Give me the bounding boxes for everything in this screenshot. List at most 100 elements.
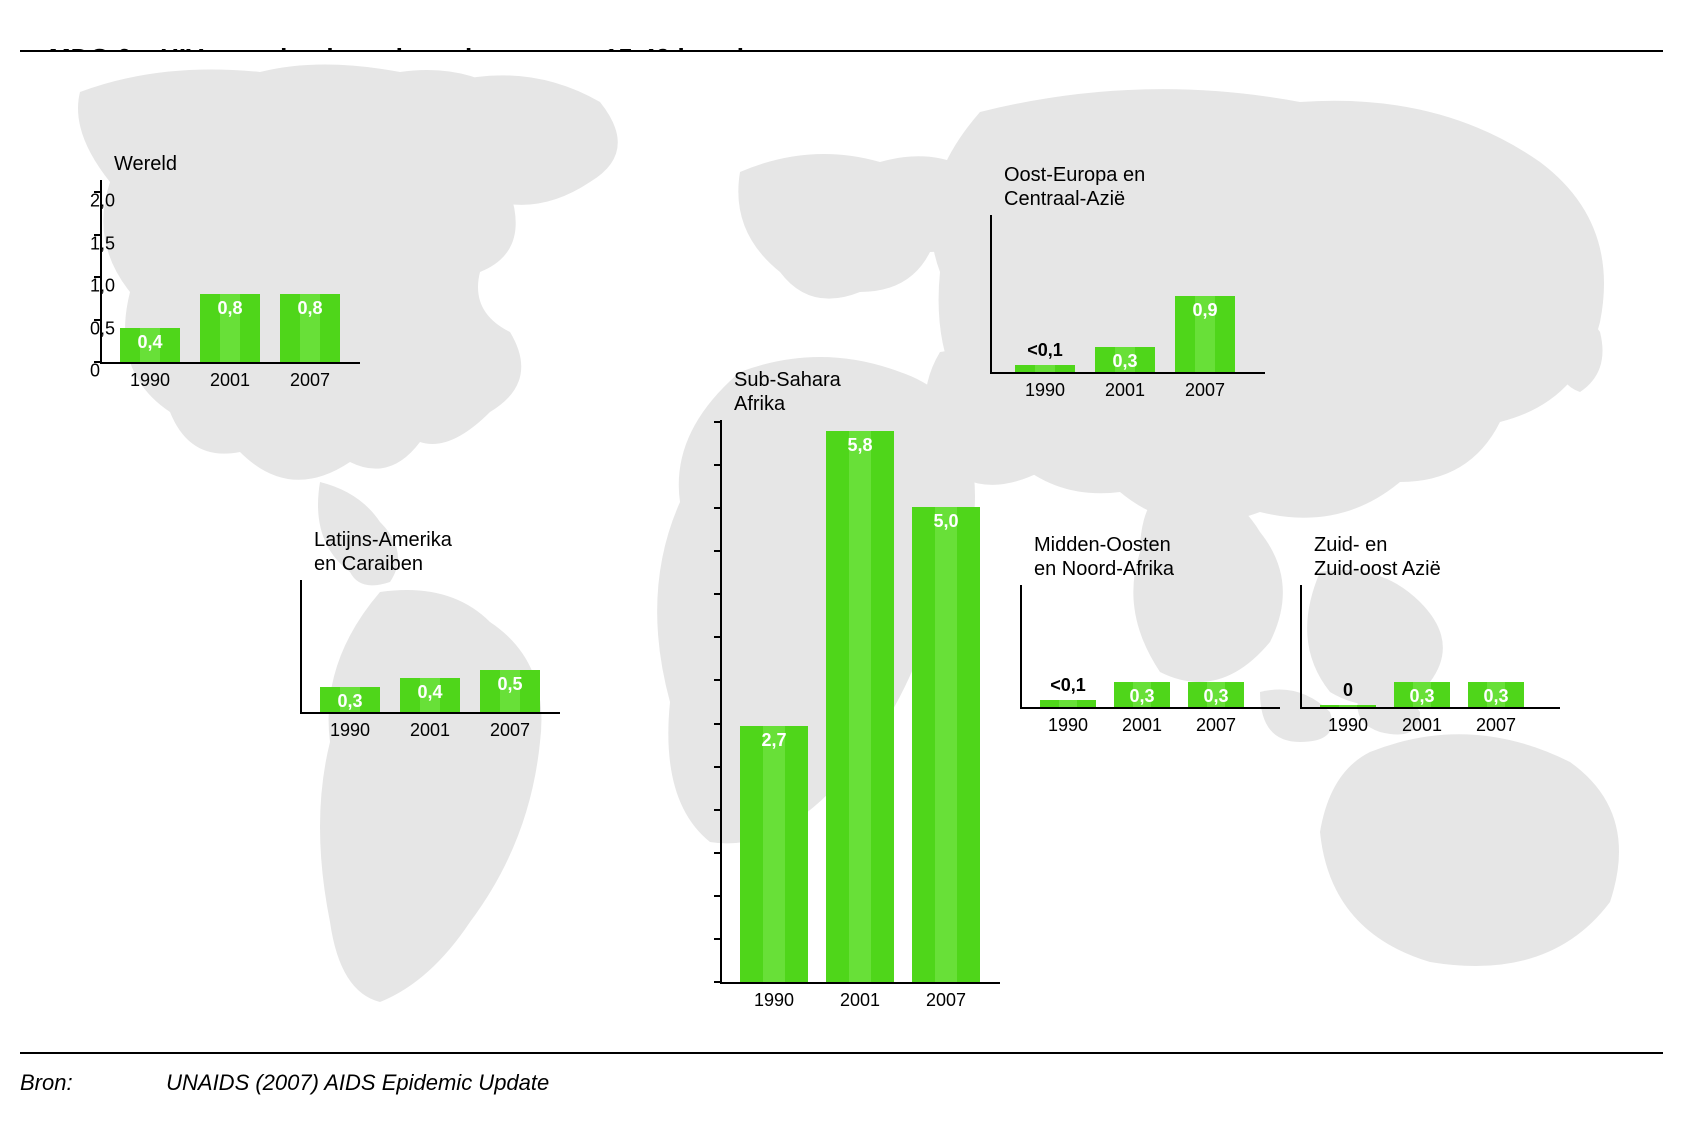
y-tick: [714, 938, 720, 940]
page: MDG 6 HIV prevalentie onder volwassenen …: [0, 0, 1683, 1136]
axis-y: [720, 420, 722, 982]
bar-xlabel: 2001: [410, 720, 450, 741]
bar-value: 0,5: [497, 674, 522, 695]
axis-x: [100, 362, 360, 364]
chart-latam: Latijns-Amerika en Caraiben0,319900,4200…: [300, 582, 560, 712]
chart-wereld: Wereld00,51,01,52,00,419900,820010,82007: [100, 182, 360, 362]
y-tick: [714, 895, 720, 897]
map-area: Wereld00,51,01,52,00,419900,820010,82007…: [20, 52, 1663, 1052]
bar-xlabel: 2007: [1196, 715, 1236, 736]
y-tick: [714, 636, 720, 638]
bar-value: 0,8: [297, 298, 322, 319]
bar-stripe: [935, 507, 957, 982]
bar-xlabel: 1990: [754, 990, 794, 1011]
bar-value: 0: [1343, 680, 1353, 701]
bar-xlabel: 2007: [1185, 380, 1225, 401]
bar-value: 0,3: [1112, 351, 1137, 372]
chart-ssa: Sub-Sahara Afrika2,719905,820015,02007: [720, 422, 1000, 982]
bar: 0,4: [120, 328, 180, 362]
chart-title: Midden-Oosten en Noord-Afrika: [1034, 533, 1174, 581]
y-tick: [714, 421, 720, 423]
bar-value: 2,7: [761, 730, 786, 751]
axis-x: [1020, 707, 1280, 709]
source-label: Bron:: [20, 1070, 160, 1096]
bar-value: 0,3: [1129, 686, 1154, 707]
bar-xlabel: 2001: [210, 370, 250, 391]
bar-xlabel: 1990: [1025, 380, 1065, 401]
bar-stripe: [763, 726, 785, 983]
bar: 0,3: [1114, 682, 1170, 708]
bar: <0,1: [1015, 365, 1075, 372]
bar: 0,8: [200, 294, 260, 362]
y-tick: [714, 809, 720, 811]
chart-eeca: Oost-Europa en Centraal-Azië<0,119900,32…: [990, 217, 1265, 372]
bar: 0,3: [1095, 347, 1155, 373]
bar-stripe: [1339, 705, 1357, 707]
y-tick: [714, 550, 720, 552]
axis-y: [1020, 585, 1022, 707]
bar-xlabel: 1990: [1328, 715, 1368, 736]
bottom-rule: [20, 1052, 1663, 1054]
bar-xlabel: 2007: [1476, 715, 1516, 736]
chart-title: Latijns-Amerika en Caraiben: [314, 528, 452, 576]
bar-value: 0,3: [1483, 686, 1508, 707]
axis-y: [300, 580, 302, 712]
bar: 0,3: [1468, 682, 1524, 708]
bar: 5,8: [826, 431, 894, 982]
y-tick: [714, 723, 720, 725]
bar-xlabel: 1990: [330, 720, 370, 741]
bar-xlabel: 2001: [840, 990, 880, 1011]
chart-title: Sub-Sahara Afrika: [734, 368, 841, 416]
y-tick: [714, 464, 720, 466]
bar-stripe: [849, 431, 871, 982]
bar: 0: [1320, 705, 1376, 707]
bar: 0,3: [320, 687, 380, 713]
bar-stripe: [1035, 365, 1055, 372]
bar-value: 0,8: [217, 298, 242, 319]
bar: 0,5: [480, 670, 540, 713]
bar-xlabel: 1990: [130, 370, 170, 391]
chart-title: Wereld: [114, 152, 177, 176]
bar-value: 0,3: [337, 691, 362, 712]
y-tick: [714, 852, 720, 854]
y-tick: [714, 679, 720, 681]
y-tick: [714, 766, 720, 768]
bar-value: 0,9: [1192, 300, 1217, 321]
bar-value: <0,1: [1027, 340, 1063, 361]
source-row: Bron: UNAIDS (2007) AIDS Epidemic Update: [20, 1070, 549, 1096]
y-tick: [714, 593, 720, 595]
bar-value: 0,4: [137, 332, 162, 353]
source-text: UNAIDS (2007) AIDS Epidemic Update: [166, 1070, 549, 1095]
bar-xlabel: 2007: [490, 720, 530, 741]
chart-mena: Midden-Oosten en Noord-Afrika<0,119900,3…: [1020, 587, 1280, 707]
bar: 2,7: [740, 726, 808, 983]
bar-stripe: [1059, 700, 1077, 707]
bar: 0,4: [400, 678, 460, 712]
bar-xlabel: 2007: [926, 990, 966, 1011]
bar-xlabel: 2001: [1122, 715, 1162, 736]
bar-value: 0,3: [1203, 686, 1228, 707]
bar: 0,3: [1188, 682, 1244, 708]
axis-x: [1300, 707, 1560, 709]
bar-xlabel: 2001: [1402, 715, 1442, 736]
bar-value: <0,1: [1050, 675, 1086, 696]
bar: 0,8: [280, 294, 340, 362]
bar-value: 5,8: [847, 435, 872, 456]
bar-xlabel: 2007: [290, 370, 330, 391]
bar-value: 5,0: [933, 511, 958, 532]
bar-value: 0,4: [417, 682, 442, 703]
bar-xlabel: 1990: [1048, 715, 1088, 736]
chart-title: Zuid- en Zuid-oost Azië: [1314, 533, 1441, 581]
chart-title: Oost-Europa en Centraal-Azië: [1004, 163, 1145, 211]
axis-x: [990, 372, 1265, 374]
axis-x: [720, 982, 1000, 984]
bar: 0,9: [1175, 296, 1235, 373]
y-tick: [714, 507, 720, 509]
y-tick: [714, 981, 720, 983]
bar: <0,1: [1040, 700, 1096, 707]
bar-xlabel: 2001: [1105, 380, 1145, 401]
chart-sasia: Zuid- en Zuid-oost Azië019900,320010,320…: [1300, 587, 1560, 707]
axis-x: [300, 712, 560, 714]
axis-y: [990, 215, 992, 372]
axis-y: [1300, 585, 1302, 707]
